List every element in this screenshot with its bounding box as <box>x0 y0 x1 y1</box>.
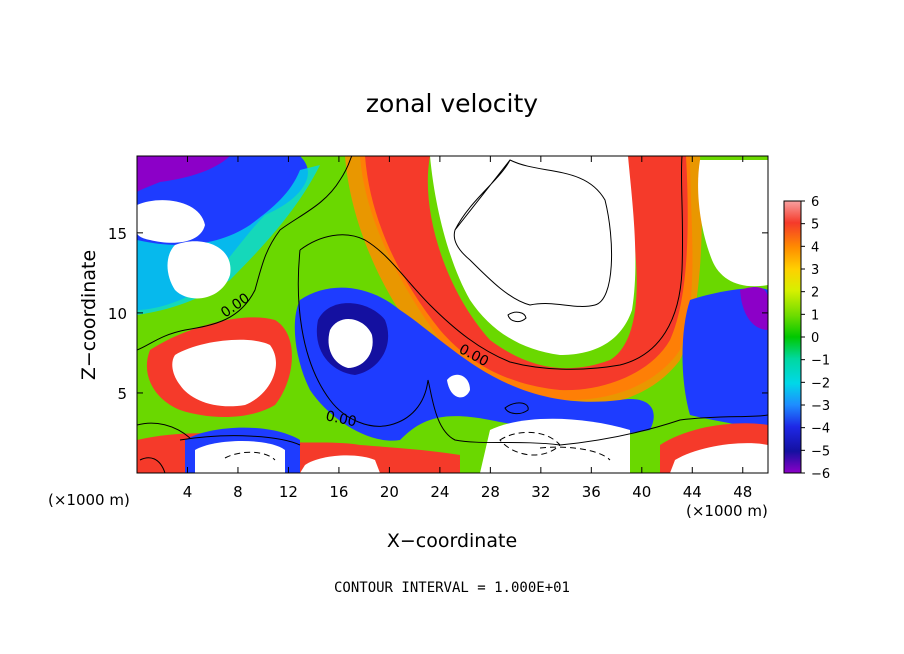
x-tick-label: 20 <box>380 483 399 501</box>
x-axis: 4 8 12 16 20 24 28 32 36 40 44 48 <box>183 156 752 501</box>
colorbar-ticks: 6 5 4 3 2 1 0 −1 −2 −3 −4 −5 −6 <box>801 195 830 482</box>
x-unit-right: (×1000 m) <box>686 502 768 520</box>
colorbar-tick-label: 6 <box>811 195 819 210</box>
x-tick-label: 32 <box>531 483 550 501</box>
field-region-blue-right <box>682 288 768 430</box>
colorbar-tick-label: 1 <box>811 308 819 323</box>
colorbar-tick-label: −3 <box>811 399 830 414</box>
x-tick-label: 44 <box>683 483 702 501</box>
field-white-patch <box>447 374 470 398</box>
x-tick-label: 24 <box>430 483 449 501</box>
field-white-patch <box>300 455 380 473</box>
field-white-patch <box>167 241 231 299</box>
colorbar-tick-label: 4 <box>811 240 819 255</box>
x-tick-label: 28 <box>481 483 500 501</box>
x-tick-label: 12 <box>279 483 298 501</box>
x-tick-label: 36 <box>582 483 601 501</box>
colorbar-tick-label: −5 <box>811 444 830 459</box>
field-white-patch <box>480 418 630 473</box>
y-axis-label: Z−coordinate <box>78 250 100 380</box>
field-region-purple-right <box>740 287 768 330</box>
contour-zero-upper <box>137 156 353 351</box>
contour-interval-footer: CONTOUR INTERVAL = 1.000E+01 <box>334 580 570 596</box>
field-region-purple-topleft <box>137 156 230 192</box>
contour-small-loop <box>507 311 527 323</box>
velocity-field <box>137 156 768 473</box>
x-tick-label: 40 <box>632 483 651 501</box>
x-tick-label: 16 <box>329 483 348 501</box>
x-unit-left: (×1000 m) <box>48 491 130 509</box>
colorbar-tick-label: −6 <box>811 467 830 482</box>
contour-negative-dashed <box>224 431 611 461</box>
contour-bottom-left <box>137 422 301 473</box>
contour-zero-inner <box>299 156 684 370</box>
contour-small-loop <box>504 402 529 415</box>
field-white-patch <box>670 443 768 473</box>
x-tick-label: 4 <box>183 483 193 501</box>
x-tick-label: 48 <box>733 483 752 501</box>
chart-title: zonal velocity <box>366 89 538 118</box>
y-axis: 5 10 15 <box>108 225 768 403</box>
field-white-patch <box>698 160 768 287</box>
x-tick-label: 8 <box>233 483 243 501</box>
field-white-patch <box>137 200 205 243</box>
colorbar-tick-label: 0 <box>811 331 819 346</box>
colorbar-tick-label: 2 <box>811 286 819 301</box>
contour-positive <box>453 159 613 307</box>
field-white-region-large <box>430 156 636 355</box>
contour-zero-lower <box>297 249 768 446</box>
plot-frame <box>136 155 769 474</box>
colorbar <box>783 200 802 474</box>
colorbar-tick-label: −4 <box>811 422 830 437</box>
colorbar-tick-label: 5 <box>811 218 819 233</box>
y-tick-label: 10 <box>108 305 127 323</box>
field-white-patch <box>172 339 276 407</box>
y-tick-label: 15 <box>108 225 127 243</box>
contour-lines <box>137 156 768 473</box>
y-tick-label: 5 <box>117 385 127 403</box>
colorbar-tick-label: −2 <box>811 376 830 391</box>
contour-label: 0.00 <box>324 408 358 430</box>
colorbar-tick-label: 3 <box>811 263 819 278</box>
field-white-patch <box>195 441 285 473</box>
colorbar-tick-label: −1 <box>811 354 830 369</box>
x-axis-label: X−coordinate <box>387 530 517 552</box>
field-white-vortex-core <box>328 319 373 368</box>
